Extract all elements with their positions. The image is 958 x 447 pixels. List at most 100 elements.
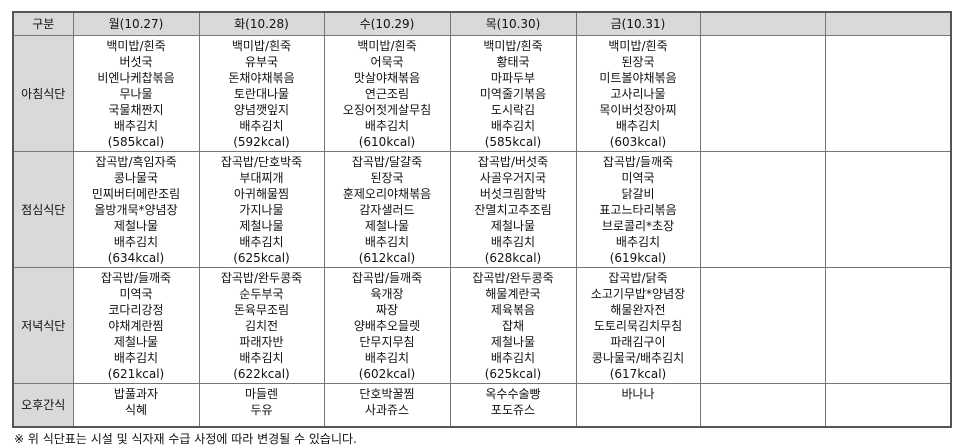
- menu-item: 마파두부: [490, 71, 536, 85]
- menu-cell: [824, 151, 952, 268]
- menu-item: 배추김치: [113, 235, 159, 249]
- menu-item: 마들렌: [244, 387, 279, 401]
- menu-item: (619kcal): [609, 251, 667, 265]
- menu-item: 닭갈비: [621, 187, 655, 201]
- menu-cell: 잡곡밥/들깨죽 미역국 코다리강정 야채계란찜 제철나물 배추김치 (621kcal): [72, 267, 200, 384]
- menu-cell: 잡곡밥/흑임자죽 콩나물국 민찌버터메란조림 올방개묵*양념장 제철나물 배추김치 (634…: [72, 151, 200, 268]
- menu-item: 백미밥/흰죽: [608, 39, 668, 53]
- menu-item: 고사리나물: [610, 87, 666, 101]
- header-day: [824, 11, 952, 36]
- table-body: 아침식단 백미밥/흰죽 버섯국 비엔나케찹볶음 무나물 국물채짠지 배추김치 (585kcal…: [12, 35, 952, 428]
- menu-item: 미트볼야채볶음: [599, 71, 677, 85]
- menu-item: 제철나물: [490, 219, 536, 233]
- menu-item: (602kcal): [358, 367, 416, 381]
- menu-item: 잡곡밥/흑임자죽: [95, 155, 177, 169]
- menu-item: (634kcal): [107, 251, 165, 265]
- menu-item: 토란대나물: [233, 87, 290, 101]
- menu-item: 가지나물: [239, 203, 284, 217]
- menu-cell: 바나나: [575, 383, 701, 428]
- menu-item: 배추김치: [113, 351, 159, 365]
- menu-item: 식혜: [124, 403, 148, 417]
- menu-item: 백미밥/흰죽: [357, 39, 417, 53]
- menu-item: 미역줄기볶음: [479, 87, 547, 101]
- header-corner: 구분: [12, 11, 74, 36]
- menu-item: (610kcal): [358, 135, 416, 149]
- header-day: 금(10.31): [575, 11, 701, 36]
- menu-item: 잡곡밥/들깨죽: [351, 271, 423, 285]
- menu-item: 오징어젓게살무침: [342, 103, 432, 117]
- menu-item: 제철나물: [239, 219, 284, 233]
- menu-item: 파래자반: [239, 335, 284, 349]
- menu-item: 양배추오믈렛: [353, 319, 421, 333]
- menu-item: 배추김치: [615, 119, 661, 133]
- menu-item: 도토리묵김치무침: [593, 319, 683, 333]
- menu-cell: [699, 383, 826, 428]
- menu-item: 배추김치: [615, 235, 661, 249]
- menu-item: 배추김치: [239, 351, 284, 365]
- menu-item: 아귀해물찜: [233, 187, 290, 201]
- menu-cell: [824, 267, 952, 384]
- header-day: 화(10.28): [198, 11, 325, 36]
- menu-cell: [699, 35, 826, 152]
- menu-item: 배추김치: [239, 235, 284, 249]
- menu-item: 배추김치: [490, 235, 536, 249]
- menu-item: 제철나물: [490, 335, 536, 349]
- menu-cell: [699, 151, 826, 268]
- menu-item: 무나물: [119, 87, 153, 101]
- header-day: 월(10.27): [72, 11, 200, 36]
- menu-item: 잡곡밥/단호박죽: [220, 155, 303, 169]
- menu-cell: 잡곡밥/완두콩죽 순두부국 돈육무조림 김치전 파래자반 배추김치 (622kcal): [198, 267, 325, 384]
- menu-item: (585kcal): [107, 135, 165, 149]
- menu-item: 버섯크림함박: [479, 187, 547, 201]
- menu-item: (621kcal): [107, 367, 165, 381]
- menu-item: 황태국: [496, 55, 530, 69]
- menu-item: 잡곡밥/들깨죽: [100, 271, 172, 285]
- menu-item: 두유: [250, 403, 273, 417]
- menu-item: 감자샐러드: [359, 203, 415, 217]
- menu-cell: 잡곡밥/단호박죽 부대찌개 아귀해물찜 가지나물 제철나물 배추김치 (625kcal): [198, 151, 325, 268]
- menu-cell: 백미밥/흰죽 황태국 마파두부 미역줄기볶음 도시락김 배추김치 (585kcal): [449, 35, 577, 152]
- menu-item: 잡곡밥/완두콩죽: [472, 271, 554, 285]
- menu-item: 밥풀과자: [113, 387, 159, 401]
- menu-item: 표고느타리볶음: [599, 203, 677, 217]
- menu-item: 연근조림: [364, 87, 410, 101]
- menu-item: 해물완자전: [610, 303, 666, 317]
- menu-item: 도시락김: [490, 103, 536, 117]
- menu-item: 배추김치: [490, 119, 536, 133]
- menu-item: 버섯국: [119, 55, 153, 69]
- row-label: 오후간식: [12, 383, 74, 428]
- menu-item: 사골우거지국: [479, 171, 547, 185]
- menu-item: 육개장: [370, 287, 404, 301]
- menu-item: 콩나물국/배추김치: [591, 351, 685, 365]
- menu-item: (603kcal): [609, 135, 667, 149]
- menu-item: 야채계란찜: [108, 319, 164, 333]
- menu-item: 잡곡밥/들깨죽: [602, 155, 674, 169]
- menu-item: 잡곡밥/완두콩죽: [220, 271, 303, 285]
- menu-item: 백미밥/흰죽: [231, 39, 292, 53]
- menu-item: 단무지무침: [359, 335, 415, 349]
- menu-cell: 백미밥/흰죽 버섯국 비엔나케찹볶음 무나물 국물채짠지 배추김치 (585kcal): [72, 35, 200, 152]
- menu-item: 민찌버터메란조림: [91, 187, 181, 201]
- menu-item: (617kcal): [609, 367, 667, 381]
- menu-item: 올방개묵*양념장: [94, 203, 178, 217]
- menu-item: 돈육무조림: [233, 303, 290, 317]
- menu-cell: [824, 35, 952, 152]
- menu-item: 파래김구이: [610, 335, 666, 349]
- menu-item: 어묵국: [370, 55, 404, 69]
- menu-item: 브로콜리*초장: [601, 219, 675, 233]
- menu-item: 잡곡밥/닭죽: [608, 271, 668, 285]
- menu-item: (625kcal): [233, 251, 290, 265]
- menu-item: 맛살야채볶음: [353, 71, 421, 85]
- menu-item: 된장국: [370, 171, 404, 185]
- menu-item: 잡곡밥/달걀죽: [351, 155, 423, 169]
- header-day: [699, 11, 826, 36]
- menu-item: 배추김치: [239, 119, 284, 133]
- menu-item: 배추김치: [113, 119, 159, 133]
- menu-item: 옥수수술빵: [485, 387, 541, 401]
- menu-item: 순두부국: [239, 287, 284, 301]
- row-label: 점심식단: [12, 151, 74, 268]
- menu-item: (622kcal): [233, 367, 290, 381]
- menu-cell: [699, 267, 826, 384]
